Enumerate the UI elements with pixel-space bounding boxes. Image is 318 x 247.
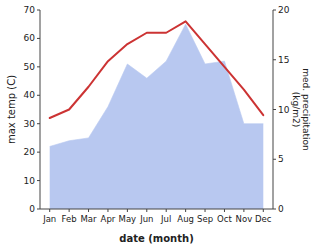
x-tick-label: Nov (236, 214, 253, 224)
x-tick-label: Oct (217, 214, 232, 224)
x-tick-label: Jan (42, 214, 56, 224)
y2-tick-label: 15 (278, 55, 289, 65)
y-tick (37, 152, 40, 153)
x-tick-label: Feb (62, 214, 77, 224)
y-tick (37, 123, 40, 124)
y-tick-label: 60 (24, 33, 36, 43)
x-tick (127, 209, 128, 212)
x-tick (263, 209, 264, 212)
x-tick-label: Jun (139, 214, 153, 224)
x-tick (224, 209, 225, 212)
x-tick (205, 209, 206, 212)
line (50, 21, 264, 118)
x-tick-label: Aug (177, 214, 194, 224)
x-tick-label: Jul (160, 214, 171, 224)
x-axis-label: date (month) (119, 233, 193, 244)
y-tick (37, 38, 40, 39)
x-tick (88, 209, 89, 212)
x-tick-label: Sep (197, 214, 213, 224)
area (50, 24, 264, 209)
x-tick-label: Dec (255, 214, 272, 224)
x-tick-label: Apr (101, 214, 116, 224)
y2-axis-label: (kg/m2) (291, 92, 301, 127)
y-tick (37, 95, 40, 96)
y-tick (37, 66, 40, 67)
x-tick (49, 209, 50, 212)
y-tick-label: 30 (24, 119, 36, 129)
y-tick-label: 70 (24, 5, 36, 15)
y2-tick (273, 209, 276, 210)
y2-tick-label: 20 (278, 5, 290, 15)
y2-tick-label: 5 (278, 154, 284, 164)
y-tick (37, 180, 40, 181)
chart: Jan Feb MarAprMayJun Jul AugSep Oct NovDec 0 10 2… (0, 0, 318, 247)
y-axis-label: max temp (C) (6, 75, 17, 144)
y-tick-label: 0 (29, 204, 35, 214)
y-tick-label: 20 (24, 147, 36, 157)
y-tick-label: 50 (24, 62, 36, 72)
x-tick (166, 209, 167, 212)
x-tick (243, 209, 244, 212)
x-tick-label: Mar (81, 214, 98, 224)
y-tick (37, 209, 40, 210)
y2-tick (273, 59, 276, 60)
x-tick (69, 209, 70, 212)
y-tick-label: 40 (24, 90, 36, 100)
y2-tick (273, 109, 276, 110)
x-axis-line (40, 209, 273, 210)
y2-tick-label: 0 (278, 204, 284, 214)
x-tick (107, 209, 108, 212)
y-tick (37, 10, 40, 11)
x-tick (146, 209, 147, 212)
x-tick-label: May (119, 214, 137, 224)
plot-area (50, 21, 264, 209)
area-edge (50, 24, 264, 146)
y2-tick (273, 159, 276, 160)
x-tick (185, 209, 186, 212)
y2-axis-label: med. precipitation (301, 68, 311, 150)
y-axis-line (40, 10, 41, 209)
y2-tick (273, 10, 276, 11)
y-tick-label: 10 (24, 176, 36, 186)
y2-tick-label: 10 (278, 105, 290, 115)
